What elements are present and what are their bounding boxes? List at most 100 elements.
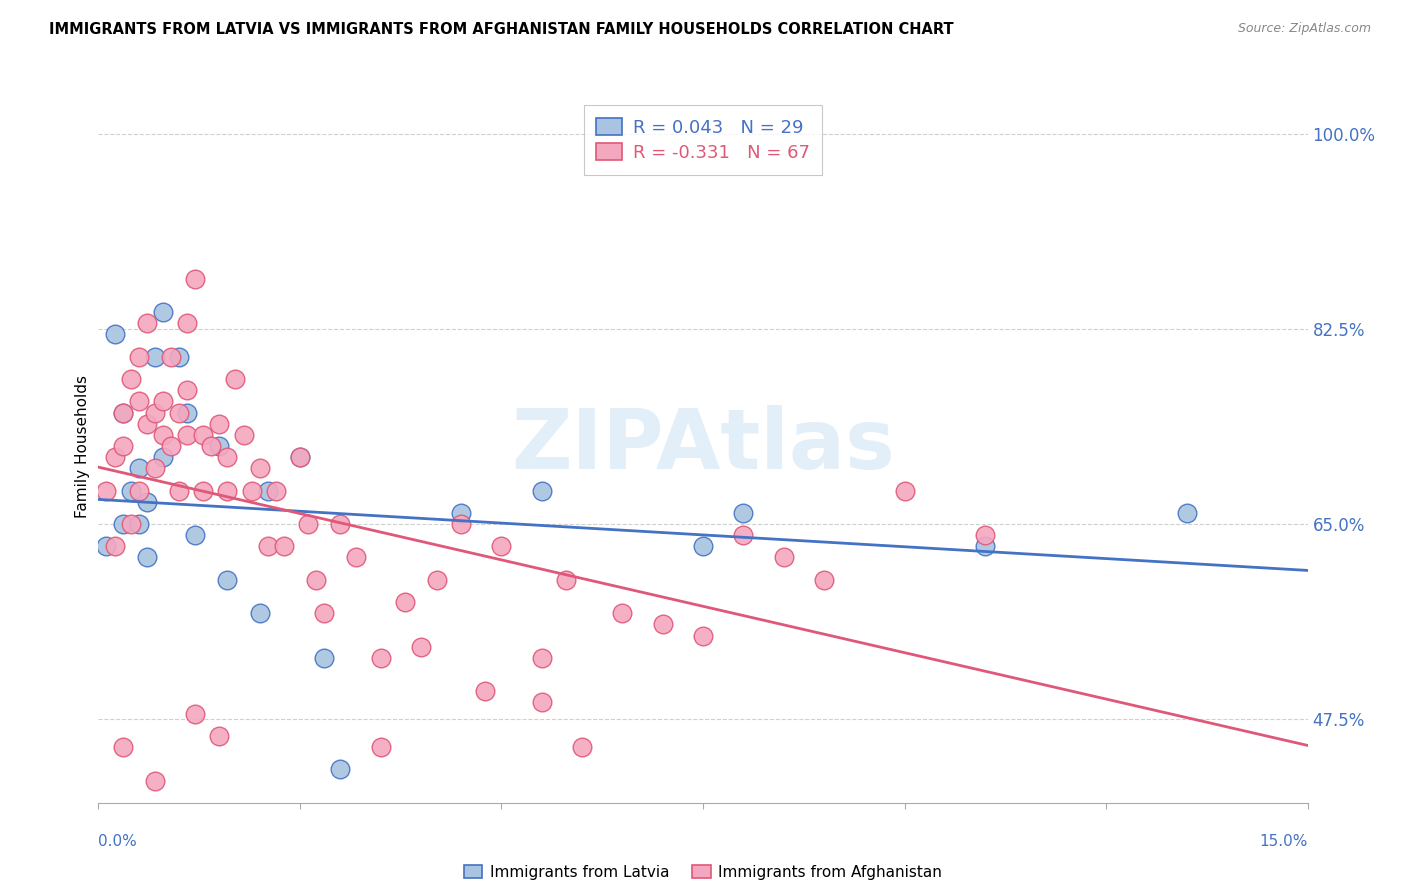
Point [128,517,150,532]
Point [193,427,215,442]
Point [193,483,215,498]
Point [208,729,231,743]
Text: Source: ZipAtlas.com: Source: ZipAtlas.com [1237,22,1371,36]
Point [240,483,263,498]
Text: 15.0%: 15.0% [1260,834,1308,849]
Point [249,607,271,621]
Point [370,651,392,665]
Point [217,450,239,465]
Point [344,550,367,565]
Point [450,517,472,532]
Point [974,528,997,542]
Point [103,450,125,465]
Point [143,350,166,364]
Point [288,450,311,465]
Point [152,450,174,465]
Point [152,394,174,409]
Point [120,517,142,532]
Point [143,405,166,420]
Point [217,483,239,498]
Point [184,706,207,721]
Point [96,483,118,498]
Point [152,305,174,319]
Point [256,539,278,553]
Point [135,417,157,431]
Point [103,539,125,553]
Point [167,405,190,420]
Point [96,539,118,553]
Point [426,573,449,587]
Point [224,372,246,386]
Point [160,439,183,453]
Point [530,651,553,665]
Point [893,483,915,498]
Point [103,327,125,342]
Point [120,483,142,498]
Point [491,539,513,553]
Point [329,517,352,532]
Legend: Immigrants from Latvia, Immigrants from Afghanistan: Immigrants from Latvia, Immigrants from … [460,860,946,884]
Point [813,573,835,587]
Point [974,539,997,553]
Legend: R = 0.043   N = 29, R = -0.331   N = 67: R = 0.043 N = 29, R = -0.331 N = 67 [583,105,823,175]
Point [120,372,142,386]
Point [733,506,755,520]
Point [772,550,794,565]
Point [143,773,166,788]
Point [571,740,593,755]
Point [314,651,336,665]
Point [111,439,134,453]
Point [128,483,150,498]
Point [208,439,231,453]
Point [167,350,190,364]
Point [152,427,174,442]
Point [1175,506,1198,520]
Point [264,483,287,498]
Text: ZIPAtlas: ZIPAtlas [510,406,896,486]
Point [733,528,755,542]
Point [692,628,714,642]
Point [314,607,336,621]
Point [612,607,634,621]
Point [530,483,553,498]
Point [111,740,134,755]
Point [370,740,392,755]
Point [394,595,416,609]
Point [160,350,183,364]
Point [128,350,150,364]
Point [208,417,231,431]
Point [409,640,432,654]
Y-axis label: Family Households: Family Households [75,375,90,517]
Point [305,573,328,587]
Point [176,405,198,420]
Point [329,762,352,776]
Point [555,573,578,587]
Point [111,405,134,420]
Point [217,573,239,587]
Point [474,684,496,698]
Point [651,617,673,632]
Point [692,539,714,553]
Text: IMMIGRANTS FROM LATVIA VS IMMIGRANTS FROM AFGHANISTAN FAMILY HOUSEHOLDS CORRELAT: IMMIGRANTS FROM LATVIA VS IMMIGRANTS FRO… [49,22,953,37]
Point [200,439,222,453]
Point [176,316,198,330]
Point [256,483,278,498]
Point [176,384,198,398]
Point [176,427,198,442]
Text: 0.0%: 0.0% [98,834,138,849]
Point [232,427,254,442]
Point [135,550,157,565]
Point [184,271,207,285]
Point [273,539,295,553]
Point [111,517,134,532]
Point [128,461,150,475]
Point [111,405,134,420]
Point [167,483,190,498]
Point [135,316,157,330]
Point [135,494,157,508]
Point [297,517,319,532]
Point [450,506,472,520]
Point [128,394,150,409]
Point [249,461,271,475]
Point [288,450,311,465]
